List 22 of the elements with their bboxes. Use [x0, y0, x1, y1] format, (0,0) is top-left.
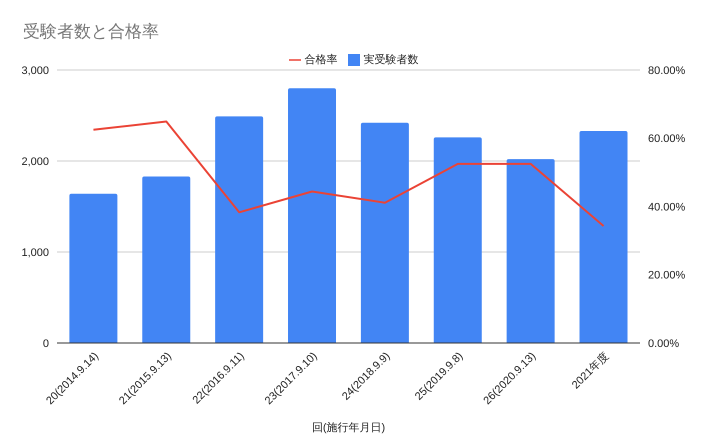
- legend-label: 合格率: [304, 54, 338, 66]
- y2-tick-label: 80.00%: [648, 64, 686, 77]
- line-series: [92, 120, 605, 227]
- y2-tick-label: 0.00%: [648, 338, 680, 350]
- bar: [288, 88, 336, 343]
- y2-tick-label: 60.00%: [648, 133, 686, 146]
- y2-tick-label: 20.00%: [648, 270, 686, 282]
- bar: [580, 130, 628, 343]
- bar: [360, 122, 409, 343]
- chart-title: 受験者数と合格率: [23, 21, 159, 43]
- bar: [69, 194, 118, 343]
- legend-label: 実受験者数: [364, 54, 418, 66]
- bar: [215, 116, 264, 343]
- bar: [434, 137, 482, 343]
- x-axis-title: 回(施行年月日): [312, 421, 386, 434]
- y2-tick-label: 40.00%: [648, 201, 686, 214]
- y-tick-label: 3,000: [21, 64, 49, 77]
- bar: [142, 176, 190, 343]
- y-tick-label: 1,000: [21, 246, 49, 259]
- bar: [506, 159, 555, 343]
- y-tick-label: 2,000: [21, 156, 49, 168]
- y-tick-label: 0: [42, 338, 49, 350]
